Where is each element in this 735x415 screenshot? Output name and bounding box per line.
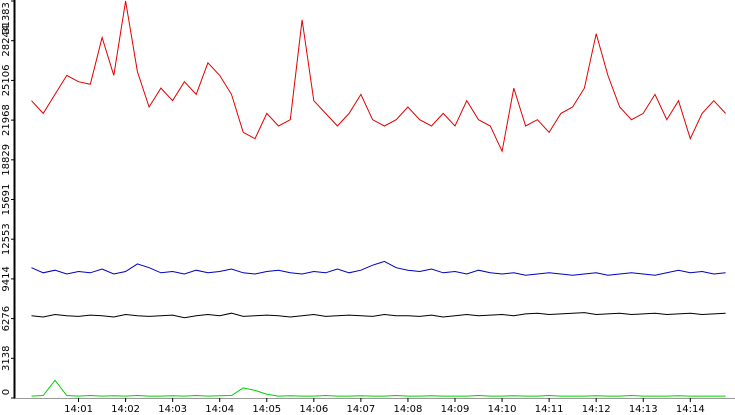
y-tick-label: 9414 [1,266,12,291]
y-tick-label: 0 [1,389,12,395]
y-tick-label: 3138 [1,346,12,371]
x-tick-label: 14:14 [676,404,705,415]
x-tick-label: 14:03 [158,404,187,415]
y-tick-label: 12553 [1,223,12,255]
y-tick-label: 28244 [1,25,12,57]
x-tick-label: 14:04 [205,404,234,415]
x-tick-label: 14:07 [346,404,375,415]
y-tick-label: 18829 [1,144,12,176]
x-tick-label: 14:01 [64,404,93,415]
x-tick-label: 14:08 [394,404,423,415]
series-line [31,312,726,319]
x-tick-label: 14:02 [111,404,140,415]
x-tick-label: 14:12 [582,404,611,415]
y-tick-label: 15691 [1,184,12,216]
x-tick-label: 14:06 [299,404,328,415]
y-tick-label: 31383 [1,2,12,34]
series-line [31,260,726,276]
y-tick-label: 21968 [1,104,12,136]
x-tick-label: 14:05 [252,404,281,415]
series-line [31,0,726,153]
x-tick-label: 14:13 [629,404,658,415]
x-tick-label: 14:11 [535,404,564,415]
series-line [31,379,726,397]
y-tick-label: 6276 [1,306,12,331]
x-tick-label: 14:10 [488,404,517,415]
x-tick-label: 14:09 [441,404,470,415]
y-tick-label: 25106 [1,64,12,96]
